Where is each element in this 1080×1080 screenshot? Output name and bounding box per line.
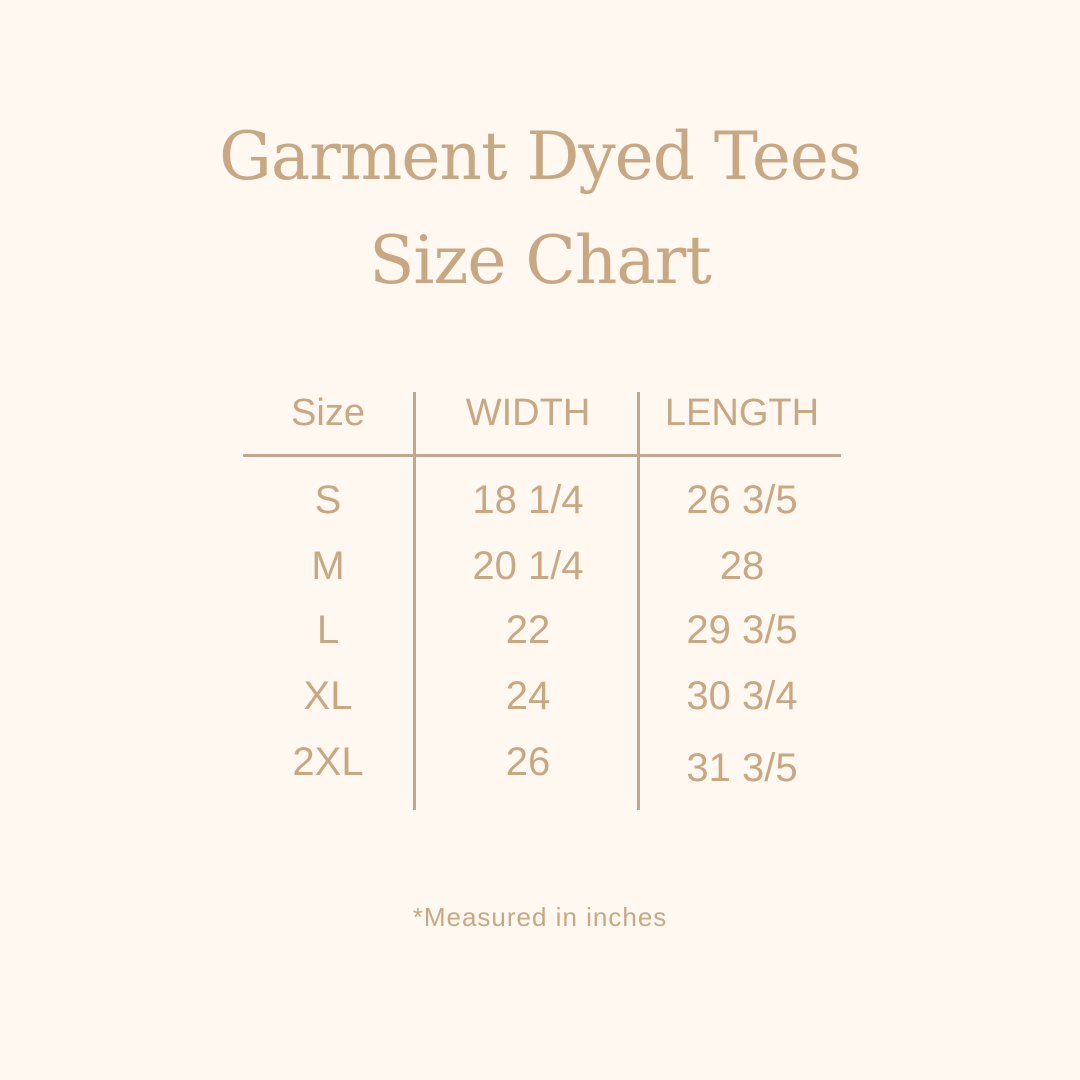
table-cell: M	[311, 544, 345, 588]
table-cell: 30 3/4	[686, 674, 798, 718]
table-cell: 22	[505, 608, 551, 652]
header-size: Size	[291, 392, 365, 434]
table-cell: 26	[505, 740, 551, 784]
table-cell: S	[314, 478, 342, 522]
table-cell: XL	[303, 674, 353, 718]
header-width: WIDTH	[465, 392, 591, 434]
table-cell: 24	[505, 674, 551, 718]
table-cell: 20 1/4	[472, 544, 584, 588]
table-cell: 2XL	[292, 740, 364, 784]
title-line-1: Garment Dyed Tees	[219, 118, 862, 195]
table-cell: 31 3/5	[686, 746, 798, 790]
column-divider-1	[413, 392, 416, 810]
footnote: *Measured in inches	[412, 902, 668, 932]
header-length: LENGTH	[664, 392, 820, 434]
table-cell: 29 3/5	[686, 608, 798, 652]
title-line-2: Size Chart	[369, 222, 712, 299]
table-cell: 18 1/4	[472, 478, 584, 522]
table-cell: 28	[719, 544, 765, 588]
table-cell: 26 3/5	[686, 478, 798, 522]
table-cell: L	[316, 608, 340, 652]
column-divider-2	[637, 392, 640, 810]
header-divider	[243, 454, 841, 457]
